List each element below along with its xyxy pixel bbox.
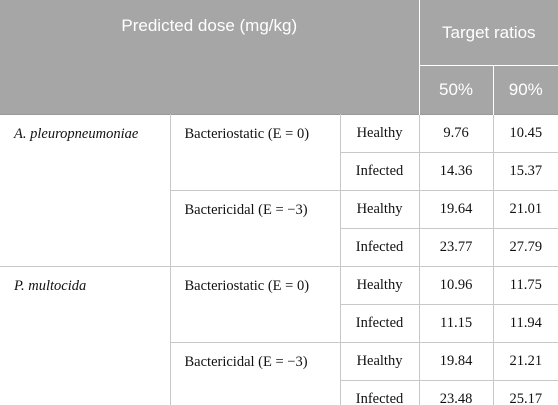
- value-cell: 19.64: [418, 190, 494, 229]
- table-row: Infected 23.77 27.79: [0, 228, 558, 267]
- effect-cell: Bacteriostatic (E = 0): [169, 114, 341, 191]
- table-row: Infected 11.15 11.94: [0, 304, 558, 343]
- status-cell: Healthy: [339, 266, 420, 305]
- value-cell: 14.36: [418, 152, 494, 191]
- value-cell: 11.94: [492, 304, 558, 343]
- value-cell: 23.77: [418, 228, 494, 267]
- table-row: Infected 23.48 25.17: [0, 380, 558, 405]
- status-cell: Infected: [339, 380, 420, 405]
- table-body: A. pleuropneumoniae Bacteriostatic (E = 0…: [0, 114, 558, 405]
- value-cell: 15.37: [492, 152, 558, 191]
- value-cell: 21.01: [492, 190, 558, 229]
- value-cell: 10.96: [418, 266, 494, 305]
- value-cell: 23.48: [418, 380, 494, 405]
- value-cell: 11.75: [492, 266, 558, 305]
- header-subcol: 90%: [492, 65, 558, 115]
- value-cell: 19.84: [418, 342, 494, 381]
- pathogen-cell: P. multocida: [0, 266, 171, 405]
- value-cell: 21.21: [492, 342, 558, 381]
- pathogen-cell: A. pleuropneumoniae: [0, 114, 171, 267]
- header-subcol: 50%: [418, 65, 494, 115]
- effect-cell: Bactericidal (E = −3): [169, 190, 341, 267]
- status-cell: Healthy: [339, 114, 420, 153]
- table-row: A. pleuropneumoniae Bacteriostatic (E = 0…: [0, 114, 558, 267]
- value-cell: 25.17: [492, 380, 558, 405]
- status-cell: Infected: [339, 304, 420, 343]
- status-cell: Healthy: [339, 190, 420, 229]
- header-row: Predicted dose (mg/kg) Target ratios: [0, 0, 558, 115]
- status-cell: Infected: [339, 152, 420, 191]
- status-cell: Infected: [339, 228, 420, 267]
- table-row: P. multocida Bacteriostatic (E = 0) Health…: [0, 266, 558, 405]
- header-row: 50% 90%: [0, 65, 558, 115]
- value-cell: 10.45: [492, 114, 558, 153]
- table-header: Predicted dose (mg/kg) Target ratios 50%…: [0, 0, 558, 115]
- status-cell: Healthy: [339, 342, 420, 381]
- table-row: Bactericidal (E = −3) Healthy 19.64 21.01: [0, 190, 558, 267]
- header-title: Predicted dose (mg/kg): [0, 0, 420, 115]
- effect-cell: Bactericidal (E = −3): [169, 342, 341, 405]
- effect-cell: Bacteriostatic (E = 0): [169, 266, 341, 343]
- value-cell: 9.76: [418, 114, 494, 153]
- table-row: Bactericidal (E = −3) Healthy 19.84 21.21: [0, 342, 558, 405]
- header-group: Target ratios: [418, 0, 558, 66]
- value-cell: 11.15: [418, 304, 494, 343]
- value-cell: 27.79: [492, 228, 558, 267]
